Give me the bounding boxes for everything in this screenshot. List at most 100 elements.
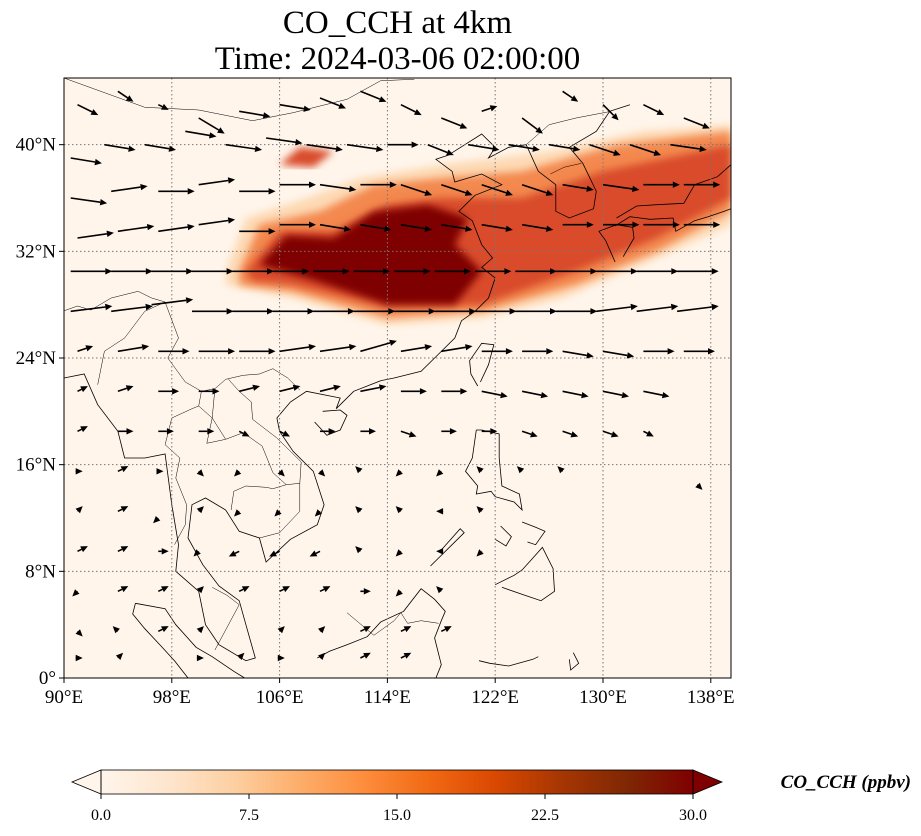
latitude-labels: 0° 8°N 16°N 24°N 32°N 40°N	[16, 135, 64, 689]
wind-arrow	[198, 348, 236, 355]
wind-arrow	[117, 428, 134, 435]
wind-arrow	[151, 268, 194, 275]
wind-arrow	[279, 586, 290, 593]
wind-arrow	[436, 508, 444, 515]
wind-arrow	[360, 428, 376, 435]
wind-arrow	[636, 303, 679, 313]
lat-tick-label: 0°	[39, 668, 56, 689]
coastline	[64, 133, 527, 662]
wind-arrow	[683, 181, 721, 188]
wind-arrow	[75, 506, 83, 514]
wind-arrow	[158, 428, 174, 435]
colorbar-tick-label: 15.0	[383, 807, 411, 824]
coastline	[525, 104, 631, 219]
wind-arrow	[400, 183, 433, 196]
wind-arrow	[555, 268, 598, 275]
wind-arrow	[192, 268, 234, 275]
wind-vectors	[70, 90, 721, 662]
wind-arrow	[115, 652, 124, 660]
country-border	[346, 612, 439, 636]
wind-arrow	[562, 183, 594, 192]
lon-tick-label: 98°E	[153, 687, 191, 708]
wind-arrow	[237, 652, 245, 660]
wind-arrow	[481, 428, 498, 435]
wind-arrow	[555, 308, 598, 315]
wind-arrow	[319, 384, 341, 393]
wind-arrow	[239, 188, 276, 195]
country-border	[97, 301, 166, 385]
colorbar-tick-label: 30.0	[679, 807, 707, 824]
wind-arrow	[72, 589, 80, 597]
wind-arrow	[319, 97, 346, 109]
wind-arrow	[239, 228, 276, 235]
wind-arrow	[238, 586, 250, 593]
wind-arrow	[643, 181, 680, 188]
wind-arrow	[360, 588, 371, 595]
wind-arrow	[198, 428, 215, 435]
wind-arrow	[232, 308, 274, 315]
wind-arrow	[643, 348, 675, 355]
wind-arrow	[643, 430, 654, 437]
wind-arrow	[562, 350, 594, 359]
wind-arrow	[629, 143, 662, 156]
wind-arrow	[643, 221, 680, 228]
wind-arrow	[353, 308, 396, 315]
wind-arrow	[77, 103, 99, 116]
wind-arrow	[198, 388, 220, 395]
wind-arrow	[279, 221, 316, 228]
wind-arrow	[225, 143, 263, 152]
lon-tick-label: 90°E	[45, 687, 83, 708]
wind-arrow	[193, 549, 201, 557]
wind-arrow	[562, 390, 589, 399]
coastline	[430, 528, 465, 567]
country-borders	[64, 78, 612, 651]
wind-arrow	[117, 90, 134, 102]
wind-arrow	[70, 157, 102, 166]
country-border	[211, 388, 226, 440]
wind-arrow	[360, 339, 397, 353]
wind-arrow	[557, 466, 565, 474]
wind-arrow	[158, 548, 169, 555]
wind-arrow	[395, 589, 403, 597]
wind-arrow	[394, 268, 431, 275]
wind-arrow	[75, 629, 83, 637]
coastline	[521, 521, 546, 546]
wind-arrow	[158, 388, 180, 395]
wind-arrow	[440, 626, 452, 633]
wind-arrow	[603, 221, 640, 228]
wind-arrow	[394, 308, 436, 315]
wind-arrow	[198, 217, 236, 226]
country-border	[230, 485, 273, 511]
wind-arrow	[70, 268, 113, 275]
country-border	[228, 379, 302, 484]
wind-arrow	[441, 117, 468, 129]
wind-arrow	[111, 303, 153, 313]
wind-arrow	[272, 308, 315, 315]
wind-arrow	[277, 469, 285, 477]
wind-arrow	[476, 466, 484, 474]
wind-arrow	[70, 197, 108, 206]
wind-arrow	[441, 223, 473, 232]
wind-arrow	[279, 181, 316, 188]
wind-arrow	[320, 428, 336, 435]
wind-arrow	[400, 388, 427, 395]
wind-arrow	[117, 224, 155, 233]
wind-arrow	[481, 223, 513, 232]
wind-arrow	[318, 652, 326, 660]
wind-arrow	[279, 430, 290, 437]
lat-tick-label: 8°N	[25, 561, 56, 582]
wind-arrow	[481, 348, 513, 355]
title-line-1: CO_CCH at 4km	[282, 5, 513, 41]
wind-arrow	[355, 546, 363, 554]
country-border	[212, 587, 240, 651]
wind-arrow	[476, 549, 484, 557]
wind-arrow	[695, 482, 703, 490]
wind-arrow	[313, 268, 350, 275]
wind-arrow	[562, 430, 579, 438]
wind-arrow	[481, 105, 498, 113]
longitude-labels: 90°E 98°E 106°E 114°E 122°E 130°E 138°E	[45, 678, 735, 708]
wind-arrow	[548, 143, 581, 152]
wind-arrow	[77, 230, 114, 239]
wind-arrow	[441, 428, 457, 435]
coastline	[478, 656, 539, 667]
